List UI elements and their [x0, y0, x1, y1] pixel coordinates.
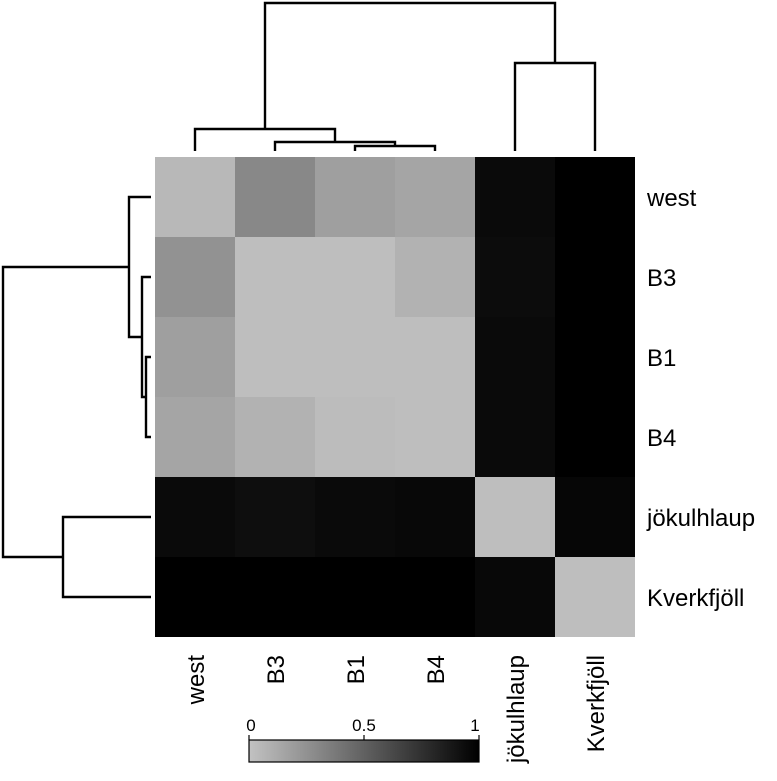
- heatmap-cell-B3-west: [155, 237, 235, 317]
- colorbar-tick-label: 0: [246, 716, 255, 735]
- column-label-B4: B4: [423, 655, 450, 684]
- heatmap-cell-jökulhlaup-B3: [235, 477, 315, 557]
- row-dendrogram: [1, 195, 151, 599]
- heatmap-cell-Kverkfjöll-B4: [395, 557, 475, 637]
- heatmap-cell-B3-B1: [315, 237, 395, 317]
- heatmap-cell-B4-jökulhlaup: [475, 397, 555, 477]
- heatmap-cell-Kverkfjöll-B3: [235, 557, 315, 637]
- heatmap-cell-Kverkfjöll-B1: [315, 557, 395, 637]
- heatmap-cell-jökulhlaup-B1: [315, 477, 395, 557]
- column-dendrogram-branch: [263, 1, 557, 129]
- column-dendrogram-branch: [513, 61, 597, 151]
- heatmap-cell-B4-Kverkfjöll: [555, 397, 635, 477]
- row-dendrogram-branch: [1, 265, 129, 559]
- colorbar-tick-label: 0.5: [352, 716, 376, 735]
- heatmap-cell-B4-west: [155, 397, 235, 477]
- row-label-jökulhlaup: jökulhlaup: [646, 505, 755, 532]
- colorbar-gradient: [248, 739, 480, 763]
- heatmap-cell-B1-B3: [235, 317, 315, 397]
- heatmap-cell-B3-jökulhlaup: [475, 237, 555, 317]
- column-label-west: west: [183, 655, 210, 706]
- heatmap-cell-west-B3: [235, 157, 315, 237]
- heatmap-cell-Kverkfjöll-jökulhlaup: [475, 557, 555, 637]
- row-label-B4: B4: [647, 425, 676, 452]
- column-dendrogram-branch: [353, 144, 437, 151]
- row-labels: west B3 B1 B4 jökulhlaup Kverkfjöll: [646, 185, 755, 612]
- row-label-west: west: [646, 185, 697, 212]
- row-dendrogram-branch: [127, 195, 151, 339]
- heatmap-cell-jökulhlaup-B4: [395, 477, 475, 557]
- row-dendrogram-branch: [144, 355, 151, 439]
- row-label-B1: B1: [647, 345, 676, 372]
- heatmap-cell-west-jökulhlaup: [475, 157, 555, 237]
- column-label-B1: B1: [343, 655, 370, 684]
- heatmap-cell-B1-jökulhlaup: [475, 317, 555, 397]
- heatmap-cell-B1-Kverkfjöll: [555, 317, 635, 397]
- heatmap-cell-jökulhlaup-jökulhlaup: [475, 477, 555, 557]
- heatmap-cell-west-B4: [395, 157, 475, 237]
- heatmap-cell-Kverkfjöll-Kverkfjöll: [555, 557, 635, 637]
- heatmap-cell-B4-B3: [235, 397, 315, 477]
- heatmap-cell-west-Kverkfjöll: [555, 157, 635, 237]
- heatmap-grid: [155, 157, 635, 637]
- heatmap-cell-B4-B4: [395, 397, 475, 477]
- colorbar-tick-label: 1: [470, 716, 479, 735]
- row-label-B3: B3: [647, 265, 676, 292]
- heatmap-cell-B1-B4: [395, 317, 475, 397]
- column-label-jökulhlaup: jökulhlaup: [503, 655, 530, 764]
- heatmap-cell-B1-B1: [315, 317, 395, 397]
- heatmap-cell-jökulhlaup-west: [155, 477, 235, 557]
- heatmap-cell-B4-B1: [315, 397, 395, 477]
- heatmap-cell-Kverkfjöll-west: [155, 557, 235, 637]
- row-label-Kverkfjöll: Kverkfjöll: [647, 585, 744, 612]
- column-labels: west B3 B1 B4 jökulhlaup Kverkfjöll: [183, 655, 610, 764]
- colorbar-legend: 0 0.5 1: [246, 716, 480, 763]
- column-label-Kverkfjöll: Kverkfjöll: [583, 655, 610, 752]
- column-dendrogram: [193, 1, 597, 151]
- heatmap-cell-west-B1: [315, 157, 395, 237]
- heatmap-cell-B3-B4: [395, 237, 475, 317]
- heatmap-cell-jökulhlaup-Kverkfjöll: [555, 477, 635, 557]
- heatmap-cell-B1-west: [155, 317, 235, 397]
- heatmap-cell-B3-Kverkfjöll: [555, 237, 635, 317]
- heatmap-cell-B3-B3: [235, 237, 315, 317]
- column-label-B3: B3: [263, 655, 290, 684]
- row-dendrogram-branch: [61, 515, 151, 599]
- column-dendrogram-branch: [193, 127, 337, 151]
- heatmap-cell-west-west: [155, 157, 235, 237]
